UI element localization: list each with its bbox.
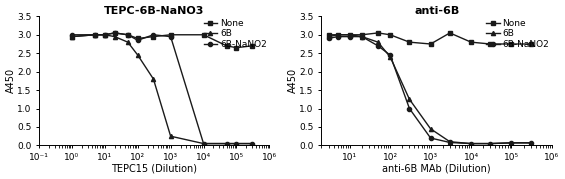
6B <box>406 98 413 100</box>
None <box>325 34 332 36</box>
6B <box>111 36 118 38</box>
6B-NaNO2 <box>111 32 118 34</box>
6B-NaNO2 <box>92 34 98 36</box>
None <box>334 34 341 36</box>
None <box>101 34 108 36</box>
None <box>92 34 98 36</box>
Title: TEPC-6B-NaNO3: TEPC-6B-NaNO3 <box>104 6 205 16</box>
6B-NaNO2 <box>124 34 131 36</box>
None <box>527 43 534 45</box>
6B-NaNO2 <box>375 45 381 47</box>
6B-NaNO2 <box>68 34 75 36</box>
6B-NaNO2 <box>446 141 453 144</box>
6B <box>150 78 157 80</box>
6B <box>92 34 98 36</box>
None <box>487 43 494 45</box>
None <box>468 41 475 43</box>
6B <box>167 135 174 137</box>
None <box>427 43 434 45</box>
None <box>249 45 255 47</box>
6B-NaNO2 <box>406 107 413 110</box>
6B <box>68 36 75 38</box>
6B-NaNO2 <box>233 142 240 145</box>
None <box>68 36 75 38</box>
6B <box>334 34 341 36</box>
None <box>375 32 381 34</box>
6B-NaNO2 <box>527 142 534 144</box>
6B-NaNO2 <box>223 142 230 145</box>
6B <box>468 142 475 145</box>
6B-NaNO2 <box>387 54 394 56</box>
6B <box>375 41 381 43</box>
X-axis label: TEPC15 (Dilution): TEPC15 (Dilution) <box>111 163 197 173</box>
6B <box>508 142 515 144</box>
Line: 6B: 6B <box>327 33 533 146</box>
None <box>167 34 174 36</box>
Title: anti-6B: anti-6B <box>414 6 459 16</box>
6B <box>200 142 207 145</box>
6B <box>233 142 240 145</box>
Line: 6B: 6B <box>70 33 254 146</box>
None <box>200 34 207 36</box>
Y-axis label: A450: A450 <box>288 68 298 93</box>
None <box>233 47 240 49</box>
None <box>508 43 515 45</box>
6B <box>134 54 141 56</box>
6B <box>487 142 494 145</box>
None <box>346 34 353 36</box>
6B-NaNO2 <box>101 34 108 36</box>
6B-NaNO2 <box>134 39 141 41</box>
6B-NaNO2 <box>200 142 207 145</box>
6B-NaNO2 <box>325 37 332 40</box>
None <box>446 32 453 34</box>
6B-NaNO2 <box>508 142 515 144</box>
6B-NaNO2 <box>427 137 434 139</box>
6B <box>427 128 434 130</box>
6B-NaNO2 <box>167 36 174 38</box>
6B <box>346 34 353 36</box>
None <box>223 45 230 47</box>
Line: None: None <box>70 31 254 50</box>
6B <box>124 41 131 43</box>
6B <box>387 56 394 58</box>
6B <box>359 36 366 38</box>
6B-NaNO2 <box>346 36 353 38</box>
6B <box>325 36 332 38</box>
Legend: None, 6B, 6B-NaNO2: None, 6B, 6B-NaNO2 <box>203 18 268 50</box>
6B-NaNO2 <box>334 36 341 38</box>
Line: 6B-NaNO2: 6B-NaNO2 <box>70 31 254 146</box>
X-axis label: anti-6B MAb (Dilution): anti-6B MAb (Dilution) <box>383 163 491 173</box>
6B <box>101 34 108 36</box>
None <box>150 36 157 38</box>
None <box>134 37 141 40</box>
6B <box>446 141 453 143</box>
6B-NaNO2 <box>150 34 157 36</box>
6B <box>223 142 230 145</box>
Y-axis label: A450: A450 <box>6 68 16 93</box>
6B-NaNO2 <box>487 142 494 145</box>
6B <box>527 142 534 144</box>
6B <box>249 142 255 145</box>
None <box>359 34 366 36</box>
None <box>124 34 131 36</box>
6B-NaNO2 <box>359 36 366 38</box>
6B-NaNO2 <box>249 142 255 145</box>
None <box>406 41 413 43</box>
6B-NaNO2 <box>468 142 475 145</box>
None <box>111 32 118 34</box>
Line: 6B-NaNO2: 6B-NaNO2 <box>327 35 533 146</box>
Legend: None, 6B, 6B-NaNO2: None, 6B, 6B-NaNO2 <box>485 18 550 50</box>
Line: None: None <box>327 31 533 46</box>
None <box>387 34 394 36</box>
